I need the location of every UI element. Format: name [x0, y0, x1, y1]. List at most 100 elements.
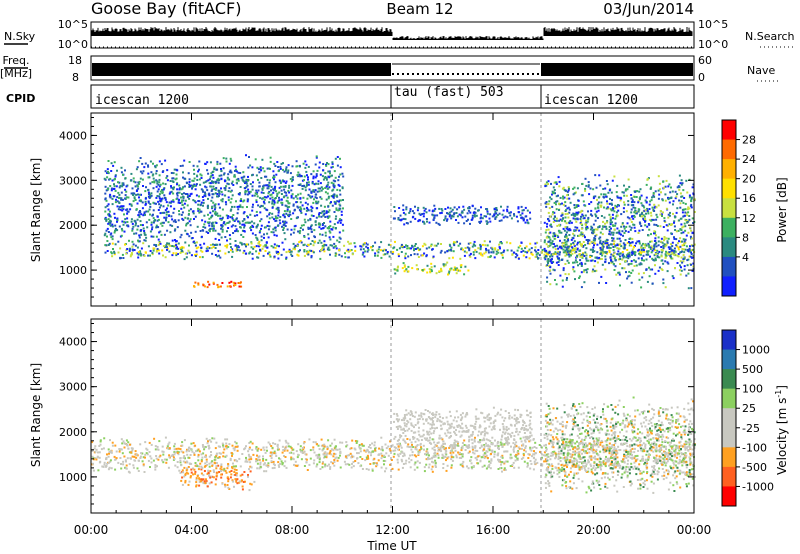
power-cell [283, 221, 286, 224]
power-cell [107, 222, 110, 225]
power-cell [689, 226, 692, 229]
power-cell [611, 237, 613, 239]
power-cell [312, 244, 315, 247]
power-cell [573, 270, 576, 273]
velocity-cell [200, 468, 203, 471]
power-cell [579, 255, 582, 258]
power-cell [155, 224, 158, 227]
velocity-cell [235, 469, 238, 471]
velocity-cell [562, 454, 565, 456]
power-cell [608, 225, 611, 228]
power-cell [556, 244, 559, 247]
power-cell [553, 269, 556, 272]
power-cell [118, 193, 121, 196]
power-cell [322, 214, 325, 217]
power-cell [314, 176, 317, 179]
power-cell [481, 217, 484, 220]
power-cell [131, 229, 134, 232]
power-cell [229, 201, 232, 204]
power-cell [665, 207, 668, 210]
power-cell [115, 185, 118, 188]
power-cell [567, 261, 570, 264]
power-cell [681, 240, 683, 243]
power-cell [202, 204, 204, 207]
power-cell [283, 232, 286, 235]
power-cell [572, 232, 575, 235]
velocity-cell [241, 488, 244, 491]
power-cell [133, 232, 136, 235]
power-cell [545, 181, 548, 184]
power-cell [601, 225, 604, 228]
power-cell [180, 188, 183, 191]
power-cell [566, 212, 569, 215]
power-cell [142, 214, 145, 217]
power-cell [693, 211, 696, 213]
power-cell [684, 238, 687, 241]
power-cell [338, 175, 340, 178]
power-cell [337, 183, 340, 186]
power-cell [271, 212, 274, 215]
power-cell [551, 255, 554, 258]
power-cell [183, 177, 186, 180]
power-cell [623, 245, 626, 248]
power-cell [430, 243, 433, 246]
power-cell [616, 253, 619, 256]
power-cell [277, 166, 280, 168]
velocity-cell [235, 465, 237, 468]
power-cell [253, 222, 256, 225]
power-cell [200, 235, 203, 238]
velocity-cell [324, 465, 326, 468]
power-cell [592, 197, 595, 200]
power-cell [194, 253, 196, 256]
power-cell [630, 272, 633, 274]
power-cell [305, 209, 308, 212]
power-cell [416, 209, 419, 212]
power-cell [579, 262, 581, 265]
power-cell [623, 255, 625, 258]
power-cell [483, 215, 486, 218]
power-cell [569, 250, 572, 253]
power-cell [247, 221, 250, 224]
power-cell [549, 283, 552, 286]
velocity-cell [232, 462, 234, 465]
power-cell [318, 161, 321, 164]
power-cell [648, 223, 651, 226]
power-cell [658, 250, 661, 253]
power-cell [170, 185, 172, 188]
power-cell [111, 255, 114, 258]
power-cell [125, 249, 128, 252]
power-cell [577, 204, 580, 207]
power-cell [307, 178, 309, 181]
power-cell [662, 186, 665, 189]
power-cell [336, 188, 339, 191]
power-cell [649, 255, 651, 258]
velocity-cell [392, 455, 395, 458]
power-cell [566, 240, 569, 243]
power-cell [606, 206, 609, 209]
power-cell [218, 233, 221, 236]
power-cell [256, 256, 259, 259]
power-cell [600, 201, 603, 204]
power-cell [134, 199, 137, 201]
power-cell [675, 230, 678, 233]
power-cell [552, 246, 555, 249]
power-cell [641, 276, 644, 279]
power-cell [314, 240, 317, 243]
power-colorbar-swatch [722, 256, 736, 277]
power-cell [592, 268, 595, 271]
power-cell [546, 280, 549, 283]
power-cell [632, 223, 635, 226]
power-cell [630, 260, 633, 263]
power-cell [613, 240, 616, 243]
power-cell [274, 197, 277, 199]
power-cell [307, 233, 310, 236]
power-cell [653, 230, 656, 233]
power-data-layer [103, 154, 696, 290]
power-cell [213, 208, 216, 211]
power-cell [312, 201, 315, 204]
power-cell [471, 214, 474, 217]
power-cell [448, 270, 451, 273]
power-cell [564, 263, 567, 265]
power-cell [216, 160, 219, 163]
power-cell [653, 232, 655, 235]
